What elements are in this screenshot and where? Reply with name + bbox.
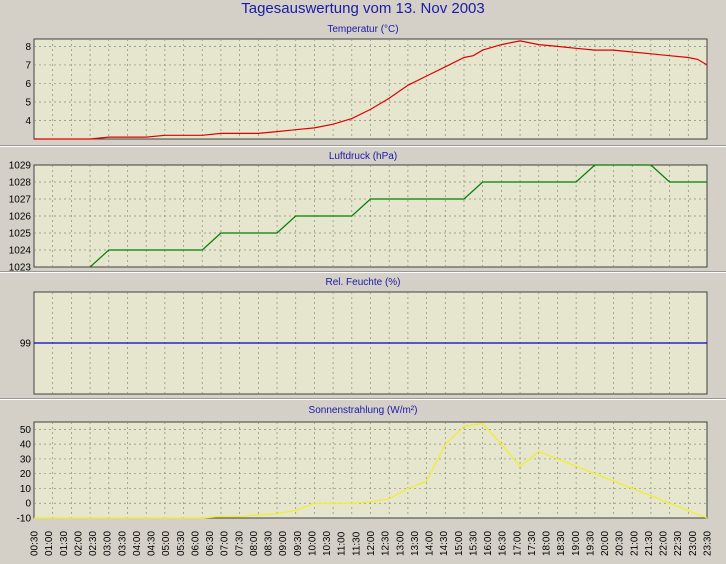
x-tick-label: 08:00 (249, 531, 260, 556)
x-tick-label: 21:30 (644, 531, 655, 556)
x-tick-label: 22:30 (673, 531, 684, 556)
series-line-radiation (34, 422, 708, 519)
panel-divider (0, 145, 726, 147)
x-tick-label: 18:30 (556, 531, 567, 556)
x-tick-label: 03:30 (117, 531, 128, 556)
x-tick-label: 10:00 (308, 531, 319, 556)
panel-title-pressure: Luftdruck (hPa) (328, 151, 398, 162)
x-tick-label: 00:30 (30, 531, 41, 556)
x-tick-label: 06:00 (190, 531, 201, 556)
series-line-pressure (89, 164, 707, 268)
x-tick-label: 03:00 (103, 531, 114, 556)
x-tick-label: 12:30 (381, 531, 392, 556)
panel-divider (0, 398, 726, 400)
x-tick-label: 11:00 (337, 531, 348, 556)
y-tick-label: 4 (25, 116, 31, 127)
x-tick-label: 18:00 (542, 531, 553, 556)
y-tick-label: 20 (20, 469, 32, 480)
y-tick-label: 5 (25, 97, 31, 108)
y-tick-label: 1029 (9, 161, 32, 172)
x-tick-label: 13:30 (410, 531, 421, 556)
y-tick-label: 1025 (9, 229, 32, 240)
panel-title-radiation: Sonnenstrahlung (W/m²) (308, 405, 418, 416)
x-tick-label: 09:30 (293, 531, 304, 556)
y-tick-label: -10 (17, 514, 32, 525)
y-tick-label: 50 (20, 425, 32, 436)
y-tick-label: 1027 (9, 195, 32, 206)
x-tick-label: 19:00 (571, 531, 582, 556)
x-tick-label: 15:30 (468, 531, 479, 556)
panel-divider (0, 271, 726, 273)
x-tick-label: 01:00 (44, 531, 55, 556)
x-tick-label: 10:30 (322, 531, 333, 556)
x-tick-label: 02:30 (88, 531, 99, 556)
x-tick-label: 19:30 (586, 531, 597, 556)
x-tick-label: 17:00 (512, 531, 523, 556)
y-tick-label: 7 (25, 60, 31, 71)
y-tick-label: 1028 (9, 178, 32, 189)
x-tick-label: 16:30 (498, 531, 509, 556)
y-tick-label: 99 (20, 339, 32, 350)
x-tick-label: 08:30 (264, 531, 275, 556)
x-tick-label: 17:30 (527, 531, 538, 556)
x-tick-label: 12:00 (366, 531, 377, 556)
page-title: Tagesauswertung vom 13. Nov 2003 (241, 0, 485, 17)
x-tick-label: 09:00 (278, 531, 289, 556)
x-tick-label: 07:30 (234, 531, 245, 556)
x-tick-label: 21:00 (629, 531, 640, 556)
panel-title-temperature: Temperatur (°C) (327, 24, 399, 35)
y-tick-label: 10 (20, 484, 32, 495)
x-tick-label: 13:00 (395, 531, 406, 556)
x-tick-label: 23:30 (703, 531, 714, 556)
x-tick-label: 14:30 (439, 531, 450, 556)
y-tick-label: 40 (20, 440, 32, 451)
y-tick-label: 1023 (9, 263, 32, 274)
x-tick-label: 05:00 (161, 531, 172, 556)
x-tick-label: 01:30 (59, 531, 70, 556)
x-tick-label: 06:30 (205, 531, 216, 556)
y-tick-label: 6 (25, 79, 31, 90)
y-tick-label: 8 (25, 42, 31, 53)
x-tick-label: 02:00 (73, 531, 84, 556)
y-tick-label: 30 (20, 454, 32, 465)
x-tick-label: 04:30 (147, 531, 158, 556)
x-tick-label: 23:00 (688, 531, 699, 556)
x-tick-label: 14:00 (425, 531, 436, 556)
x-tick-label: 04:00 (132, 531, 143, 556)
panel-title-humidity: Rel. Feuchte (%) (325, 277, 401, 288)
y-tick-label: 1024 (9, 246, 32, 257)
y-tick-label: 0 (25, 499, 31, 510)
series-line-temperature (34, 40, 708, 140)
x-tick-label: 16:00 (483, 531, 494, 556)
x-tick-label: 22:00 (659, 531, 670, 556)
x-tick-label: 15:00 (454, 531, 465, 556)
x-tick-label: 20:30 (615, 531, 626, 556)
x-tick-label: 20:00 (600, 531, 611, 556)
x-tick-label: 07:00 (220, 531, 231, 556)
x-tick-label: 05:30 (176, 531, 187, 556)
x-tick-label: 11:30 (351, 531, 362, 556)
y-tick-label: 1026 (9, 212, 32, 223)
